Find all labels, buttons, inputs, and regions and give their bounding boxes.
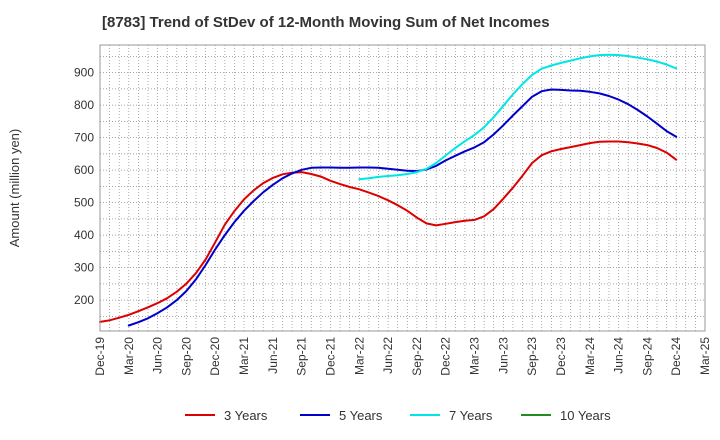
series-line-3-years bbox=[99, 140, 678, 323]
x-tick-label: Mar-24 bbox=[583, 337, 597, 375]
y-tick-label: 800 bbox=[74, 98, 94, 112]
series-line-7-years bbox=[358, 53, 678, 181]
plot-area bbox=[100, 45, 705, 331]
legend: 3 Years 5 Years 7 Years 10 Years bbox=[185, 408, 611, 423]
x-tick-label: Sep-23 bbox=[525, 337, 539, 376]
y-axis-title: Amount (million yen) bbox=[7, 129, 22, 248]
y-tick-label: 500 bbox=[74, 196, 94, 210]
series-lines bbox=[99, 53, 678, 327]
y-tick-label: 900 bbox=[74, 66, 94, 80]
x-tick-label: Mar-22 bbox=[352, 337, 366, 375]
legend-label: 5 Years bbox=[339, 408, 383, 423]
x-tick-label: Dec-24 bbox=[669, 337, 683, 376]
x-tick-label: Mar-25 bbox=[698, 337, 712, 375]
x-tick-label: Jun-23 bbox=[496, 337, 510, 374]
chart-title: [8783] Trend of StDev of 12-Month Moving… bbox=[102, 14, 550, 31]
x-tick-label: Mar-21 bbox=[237, 337, 251, 375]
x-tick-label: Dec-22 bbox=[439, 337, 453, 376]
series-line-5-years bbox=[127, 88, 678, 327]
y-tick-label: 400 bbox=[74, 228, 94, 242]
x-tick-label: Sep-24 bbox=[640, 337, 654, 376]
legend-label: 7 Years bbox=[449, 408, 493, 423]
legend-label: 3 Years bbox=[224, 408, 268, 423]
x-tick-label: Dec-21 bbox=[323, 337, 337, 376]
x-tick-label: Jun-20 bbox=[151, 337, 165, 374]
x-tick-label: Mar-23 bbox=[468, 337, 482, 375]
x-tick-label: Dec-19 bbox=[93, 337, 107, 376]
grid-lines bbox=[100, 45, 705, 331]
y-tick-label: 200 bbox=[74, 293, 94, 307]
x-tick-label: Sep-20 bbox=[179, 337, 193, 376]
x-tick-label: Jun-24 bbox=[612, 337, 626, 374]
x-tick-label: Sep-22 bbox=[410, 337, 424, 376]
x-tick-label: Dec-23 bbox=[554, 337, 568, 376]
y-tick-label: 300 bbox=[74, 261, 94, 275]
x-axis: Dec-19 Mar-20 Jun-20 Sep-20 Dec-20 Mar-21 Jun-… bbox=[93, 337, 712, 376]
legend-label: 10 Years bbox=[560, 408, 611, 423]
y-tick-label: 700 bbox=[74, 131, 94, 145]
x-tick-label: Sep-21 bbox=[295, 337, 309, 376]
plot-border bbox=[99, 44, 706, 332]
x-tick-label: Jun-22 bbox=[381, 337, 395, 374]
x-tick-label: Dec-20 bbox=[208, 337, 222, 376]
y-tick-label: 600 bbox=[74, 163, 94, 177]
y-axis: 200 300 400 500 600 700 800 900 bbox=[74, 66, 94, 308]
x-tick-label: Mar-20 bbox=[122, 337, 136, 375]
x-tick-label: Jun-21 bbox=[266, 337, 280, 374]
